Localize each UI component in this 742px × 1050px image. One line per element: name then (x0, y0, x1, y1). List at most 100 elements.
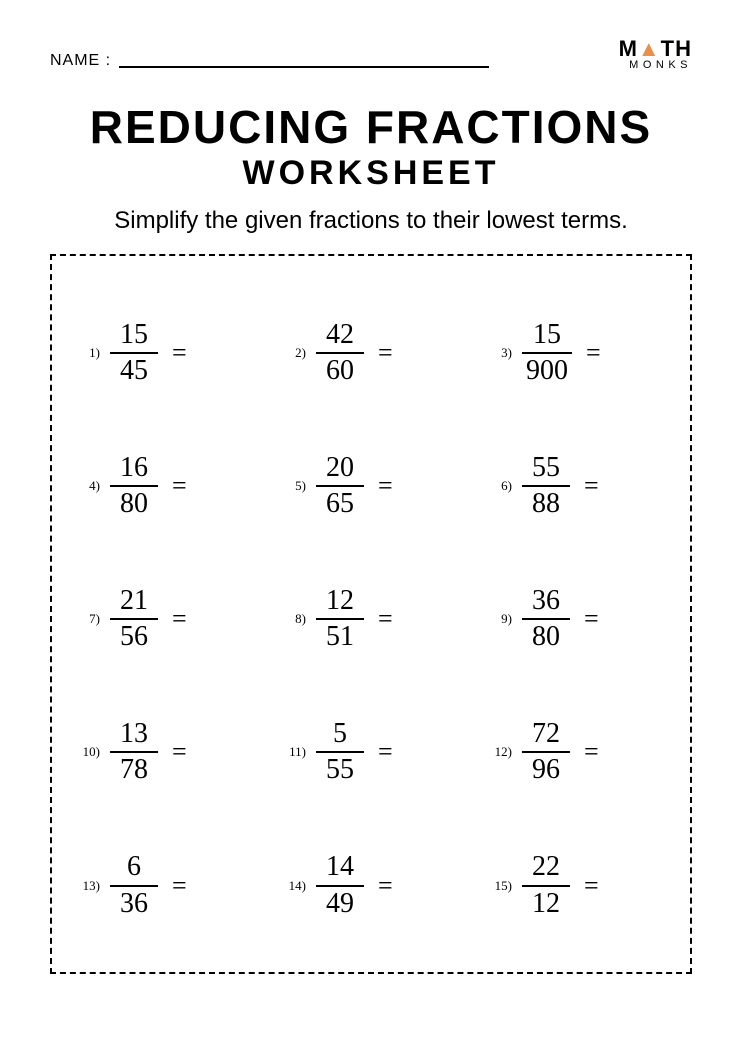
denominator: 36 (116, 887, 152, 920)
problem-cell: 6) 5588 = (474, 419, 680, 552)
problem-cell: 11) 555 = (268, 686, 474, 819)
problem-number: 4) (82, 478, 100, 494)
problem-cell: 10) 1378 = (62, 686, 268, 819)
problem-number: 13) (82, 878, 100, 894)
logo-text-m: M (619, 36, 638, 61)
denominator: 56 (116, 620, 152, 653)
fraction: 636 (110, 851, 158, 919)
fraction: 1449 (316, 851, 364, 919)
problems-container: 1)1545=2)4260=3)15900=4)1680=5)2065=6)55… (50, 254, 692, 974)
worksheet-title: REDUCING FRACTIONS (50, 100, 692, 154)
problem-cell: 12) 7296 = (474, 686, 680, 819)
problem-cell: 4) 1680 = (62, 419, 268, 552)
problem-number: 8) (288, 611, 306, 627)
equals-sign: = (172, 338, 187, 368)
equals-sign: = (172, 871, 187, 901)
fraction: 2212 (522, 851, 570, 919)
problem-cell: 1) 1545 = (62, 286, 268, 419)
numerator: 5 (329, 718, 351, 751)
fraction: 2065 (316, 452, 364, 520)
fraction: 7296 (522, 718, 570, 786)
equals-sign: = (378, 338, 393, 368)
logo-bottom-line: MONKS (619, 61, 692, 70)
problem-number: 7) (82, 611, 100, 627)
problem-cell: 7)2156= (62, 553, 268, 686)
denominator: 900 (522, 354, 572, 387)
instructions-text: Simplify the given fractions to their lo… (50, 205, 692, 236)
fraction: 1251 (316, 585, 364, 653)
fraction: 4260 (316, 319, 364, 387)
fraction: 2156 (110, 585, 158, 653)
fraction: 555 (316, 718, 364, 786)
logo-text-th: TH (661, 36, 692, 61)
denominator: 78 (116, 753, 152, 786)
problem-number: 5) (288, 478, 306, 494)
equals-sign: = (172, 471, 187, 501)
equals-sign: = (584, 604, 599, 634)
denominator: 80 (528, 620, 564, 653)
numerator: 42 (322, 319, 358, 352)
numerator: 12 (322, 585, 358, 618)
equals-sign: = (378, 471, 393, 501)
numerator: 16 (116, 452, 152, 485)
problems-grid: 1)1545=2)4260=3)15900=4)1680=5)2065=6)55… (62, 286, 680, 952)
equals-sign: = (378, 871, 393, 901)
equals-sign: = (172, 737, 187, 767)
name-label: NAME : (50, 52, 111, 70)
triangle-icon: ▲ (638, 40, 661, 59)
problem-number: 2) (288, 345, 306, 361)
fraction: 5588 (522, 452, 570, 520)
numerator: 22 (528, 851, 564, 884)
problem-number: 6) (494, 478, 512, 494)
numerator: 21 (116, 585, 152, 618)
equals-sign: = (584, 737, 599, 767)
problem-number: 12) (494, 744, 512, 760)
denominator: 65 (322, 487, 358, 520)
problem-number: 3) (494, 345, 512, 361)
denominator: 55 (322, 753, 358, 786)
problem-cell: 14) 1449 = (268, 819, 474, 952)
problem-cell: 15)2212= (474, 819, 680, 952)
numerator: 36 (528, 585, 564, 618)
problem-number: 9) (494, 611, 512, 627)
numerator: 6 (123, 851, 145, 884)
problem-cell: 5) 2065 = (268, 419, 474, 552)
logo-top-line: M▲TH (619, 40, 692, 59)
problem-number: 15) (494, 878, 512, 894)
name-section: NAME : (50, 52, 599, 70)
brand-logo: M▲TH MONKS (619, 40, 692, 70)
problem-cell: 13) 636 = (62, 819, 268, 952)
equals-sign: = (584, 471, 599, 501)
problem-number: 10) (82, 744, 100, 760)
denominator: 12 (528, 887, 564, 920)
denominator: 49 (322, 887, 358, 920)
denominator: 51 (322, 620, 358, 653)
equals-sign: = (378, 604, 393, 634)
problem-cell: 9) 3680 = (474, 553, 680, 686)
problem-number: 1) (82, 345, 100, 361)
fraction: 1378 (110, 718, 158, 786)
equals-sign: = (586, 338, 601, 368)
problem-number: 14) (288, 878, 306, 894)
worksheet-subtitle: WORKSHEET (50, 154, 692, 193)
denominator: 45 (116, 354, 152, 387)
name-input-line[interactable] (119, 66, 489, 68)
fraction: 15900 (522, 319, 572, 387)
fraction: 3680 (522, 585, 570, 653)
problem-cell: 3) 15900 = (474, 286, 680, 419)
problem-cell: 2) 4260 = (268, 286, 474, 419)
numerator: 72 (528, 718, 564, 751)
equals-sign: = (378, 737, 393, 767)
denominator: 60 (322, 354, 358, 387)
header-row: NAME : M▲TH MONKS (50, 40, 692, 70)
numerator: 14 (322, 851, 358, 884)
denominator: 96 (528, 753, 564, 786)
numerator: 15 (529, 319, 565, 352)
fraction: 1545 (110, 319, 158, 387)
problem-number: 11) (288, 744, 306, 760)
denominator: 80 (116, 487, 152, 520)
numerator: 15 (116, 319, 152, 352)
numerator: 55 (528, 452, 564, 485)
numerator: 20 (322, 452, 358, 485)
numerator: 13 (116, 718, 152, 751)
